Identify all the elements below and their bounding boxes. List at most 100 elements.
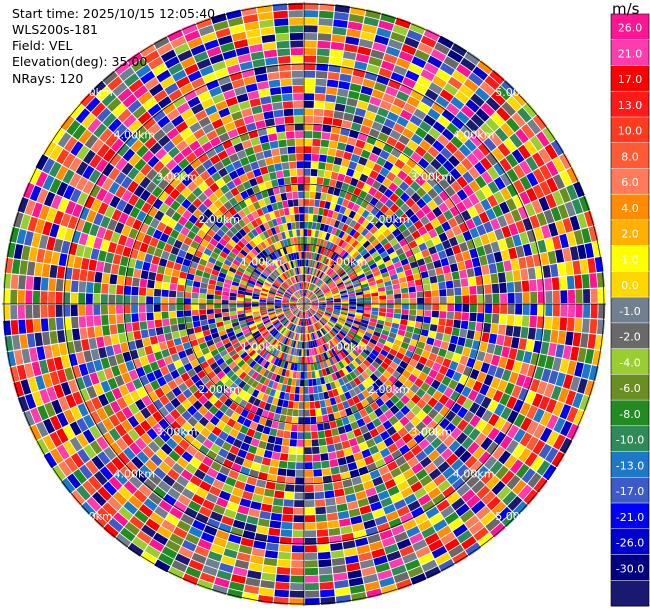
velocity-gate — [295, 310, 300, 316]
velocity-gate — [381, 60, 395, 72]
velocity-gate — [291, 245, 296, 253]
velocity-gate — [245, 254, 254, 262]
velocity-gate — [441, 448, 453, 460]
velocity-gate — [446, 103, 460, 116]
velocity-gate — [415, 362, 425, 372]
velocity-gate — [165, 390, 176, 402]
velocity-gate — [242, 14, 259, 24]
velocity-gate — [100, 294, 108, 304]
velocity-gate — [167, 380, 178, 390]
velocity-gate — [305, 282, 308, 290]
velocity-gate — [421, 350, 431, 359]
velocity-gate — [97, 451, 111, 466]
velocity-gate — [559, 437, 573, 454]
velocity-gate — [312, 245, 317, 253]
velocity-gate — [185, 152, 197, 164]
velocity-gate — [213, 353, 222, 362]
velocity-gate — [310, 333, 314, 341]
velocity-gate — [86, 315, 94, 327]
velocity-gate — [389, 251, 398, 260]
velocity-gate — [43, 140, 57, 157]
velocity-gate — [545, 291, 553, 304]
velocity-gate — [290, 306, 298, 310]
velocity-gate — [180, 243, 190, 252]
velocity-gate — [425, 239, 435, 249]
velocity-gate — [237, 293, 245, 298]
velocity-gate — [312, 315, 318, 322]
velocity-gate — [304, 25, 318, 33]
velocity-gate — [539, 427, 553, 443]
velocity-gate — [171, 560, 188, 573]
velocity-gate — [300, 304, 304, 311]
velocity-gate — [94, 471, 108, 486]
velocity-gate — [297, 244, 301, 252]
velocity-gate — [154, 559, 171, 573]
velocity-gate — [346, 285, 354, 290]
velocity-gate — [171, 353, 180, 362]
velocity-gate — [304, 304, 311, 308]
velocity-gate — [123, 203, 134, 215]
velocity-gate — [318, 320, 324, 327]
velocity-gate — [325, 436, 334, 445]
velocity-gate — [158, 406, 169, 418]
velocity-gate — [436, 499, 450, 512]
velocity-gate — [441, 221, 451, 232]
velocity-gate — [43, 191, 56, 207]
velocity-gate — [511, 149, 525, 164]
velocity-gate — [163, 456, 176, 468]
velocity-gate — [457, 261, 466, 271]
velocity-gate — [518, 387, 529, 402]
velocity-gate — [355, 288, 363, 293]
velocity-gate — [146, 245, 156, 255]
velocity-gate — [416, 198, 427, 209]
velocity-gate — [337, 352, 344, 361]
velocity-gate — [254, 318, 262, 323]
velocity-gate — [184, 252, 194, 261]
velocity-gate — [439, 289, 447, 297]
velocity-gate — [265, 419, 273, 428]
velocity-gate — [142, 337, 151, 347]
velocity-gate — [22, 182, 35, 199]
velocity-gate — [223, 320, 232, 326]
velocity-gate — [270, 373, 277, 381]
velocity-gate — [454, 213, 465, 225]
velocity-gate — [304, 356, 308, 364]
velocity-gate — [342, 251, 349, 259]
velocity-gate — [517, 206, 529, 220]
velocity-gate — [243, 344, 252, 351]
velocity-gate — [238, 228, 247, 237]
velocity-gate — [395, 266, 404, 274]
velocity-gate — [420, 382, 430, 392]
velocity-gate — [461, 386, 472, 398]
velocity-gate — [208, 323, 217, 330]
velocity-gate — [150, 454, 163, 467]
velocity-gate — [234, 456, 245, 466]
velocity-gate — [411, 462, 424, 474]
range-ring-label: 4.00km — [453, 128, 495, 141]
colorbar-tick-label: 21.0 — [618, 48, 643, 61]
velocity-gate — [311, 332, 316, 340]
velocity-gate — [514, 281, 522, 293]
velocity-gate — [218, 562, 234, 574]
velocity-gate — [86, 282, 94, 293]
velocity-gate — [402, 552, 418, 564]
velocity-gate — [393, 65, 408, 76]
velocity-gate — [337, 221, 345, 230]
velocity-gate — [202, 499, 215, 511]
velocity-gate — [258, 199, 266, 208]
velocity-gate — [326, 305, 334, 307]
velocity-gate — [280, 256, 286, 264]
velocity-gate — [390, 394, 400, 405]
velocity-gate — [341, 297, 349, 300]
velocity-gate — [453, 319, 461, 329]
velocity-gate — [400, 203, 410, 213]
velocity-gate — [523, 140, 538, 156]
velocity-gate — [246, 171, 255, 180]
velocity-gate — [493, 191, 505, 204]
velocity-gate — [256, 280, 264, 286]
velocity-gate — [462, 295, 470, 304]
velocity-gate — [235, 345, 243, 353]
velocity-gate — [89, 372, 100, 385]
velocity-gate — [290, 575, 304, 583]
velocity-gate — [108, 355, 118, 367]
